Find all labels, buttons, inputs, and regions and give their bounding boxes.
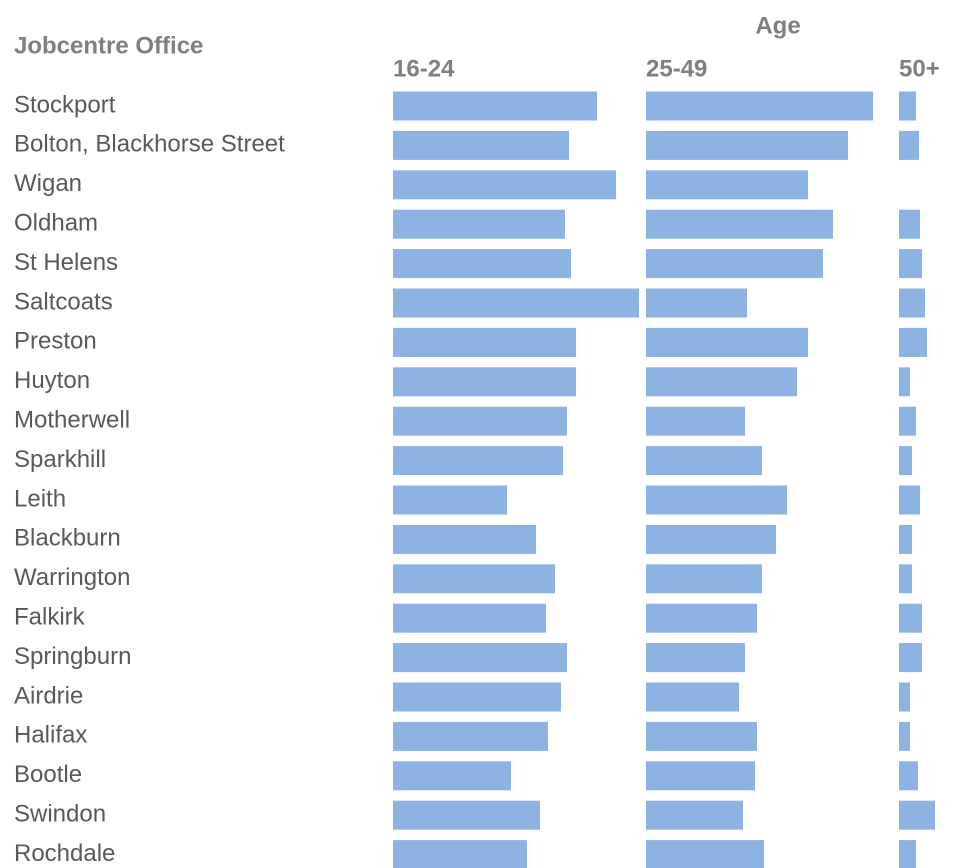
bar [646,524,776,554]
bar [646,288,747,318]
bar [393,682,561,712]
bar [646,249,823,279]
bar [646,682,739,712]
category-label: Springburn [14,643,131,670]
category-label: Wigan [14,170,82,197]
bar [646,603,757,633]
category-label: Motherwell [14,407,130,434]
bar [646,840,764,868]
bar [899,367,910,397]
category-label: Saltcoats [14,288,113,315]
bar [899,682,910,712]
bar [899,446,912,476]
bar [646,209,833,239]
bar [899,721,910,751]
bar [393,170,616,200]
category-label: Halifax [14,722,87,749]
bar [899,406,916,436]
bar [899,91,916,121]
bar [393,564,555,594]
category-label: Oldham [14,210,98,237]
bar [899,130,919,160]
category-label: St Helens [14,249,118,276]
category-label: Leith [14,485,66,512]
category-label: Huyton [14,367,90,394]
bar [899,800,935,830]
bar [646,367,797,397]
bar [393,91,597,121]
bar [393,288,639,318]
category-label: Swindon [14,801,106,828]
bar [393,446,563,476]
bar [393,840,527,868]
bar [646,485,787,515]
bar [393,367,576,397]
bar [899,564,912,594]
category-label: Preston [14,328,97,355]
bar [899,840,916,868]
bar [393,209,565,239]
category-label: Rochdale [14,840,115,867]
bar [899,761,918,791]
bar [646,564,762,594]
bar [393,603,546,633]
bar [899,524,912,554]
bar [646,800,743,830]
chart-title: Age [755,12,800,39]
bar [393,485,507,515]
bar [646,91,873,121]
category-label: Sparkhill [14,446,106,473]
category-label: Bootle [14,761,82,788]
category-label: Blackburn [14,525,121,552]
bar [646,643,745,673]
bar [393,643,567,673]
bar [899,327,927,357]
bar [393,406,567,436]
bar [646,406,745,436]
bar [899,288,925,318]
bar [646,446,762,476]
series-label: 50+ [899,55,940,82]
bar [646,327,808,357]
bar [393,327,576,357]
bar [646,721,757,751]
bar [646,170,808,200]
bar [646,761,755,791]
category-label: Airdrie [14,682,83,709]
category-label: Stockport [14,91,116,118]
bar [393,800,540,830]
series-label: 16-24 [393,55,455,82]
bar [899,643,922,673]
category-label: Falkirk [14,604,86,631]
bar [646,130,848,160]
bar [393,761,511,791]
bar [899,209,920,239]
category-header: Jobcentre Office [14,32,203,59]
category-label: Warrington [14,564,130,591]
bar [899,603,922,633]
bar [393,524,536,554]
bar [899,249,922,279]
category-label: Bolton, Blackhorse Street [14,131,285,158]
bar [393,130,569,160]
bar [393,249,571,279]
series-label: 25-49 [646,55,707,82]
bar [393,721,548,751]
bar [899,485,920,515]
